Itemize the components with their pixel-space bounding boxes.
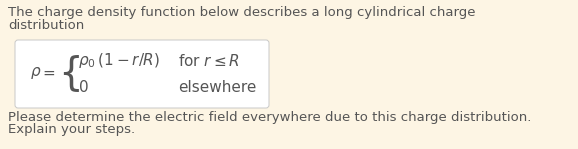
FancyBboxPatch shape: [15, 40, 269, 108]
Text: The charge density function below describes a long cylindrical charge: The charge density function below descri…: [8, 6, 476, 19]
Text: elsewhere: elsewhere: [178, 80, 257, 94]
Text: $0$: $0$: [78, 79, 88, 95]
Text: for $r \leq R$: for $r \leq R$: [178, 53, 240, 69]
Text: $\rho_0\,(1-r/R)$: $\rho_0\,(1-r/R)$: [78, 52, 160, 70]
Text: Explain your steps.: Explain your steps.: [8, 123, 135, 136]
Text: Please determine the electric field everywhere due to this charge distribution.: Please determine the electric field ever…: [8, 111, 531, 124]
Text: {: {: [58, 54, 83, 92]
Text: distribution: distribution: [8, 19, 84, 32]
Text: $\rho$: $\rho$: [30, 65, 42, 81]
Text: =: =: [42, 66, 55, 80]
